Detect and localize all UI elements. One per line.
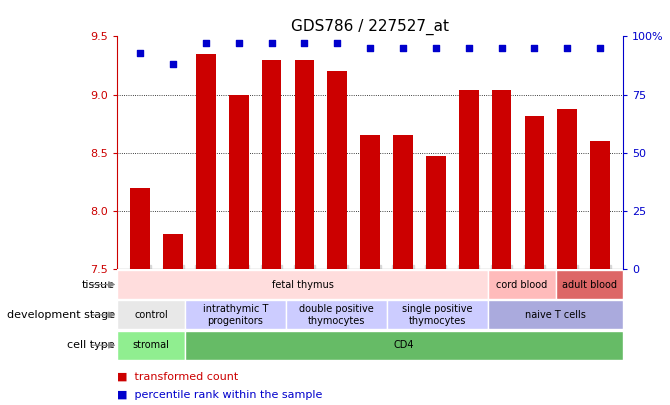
Bar	[426, 156, 446, 269]
Point	[135, 49, 145, 56]
Bar	[387, 301, 488, 330]
Text: cell type: cell type	[67, 340, 115, 350]
Text: intrathymic T
progenitors: intrathymic T progenitors	[202, 304, 268, 326]
Point	[529, 45, 540, 51]
Bar	[525, 116, 544, 269]
Text: ■  percentile rank within the sample: ■ percentile rank within the sample	[117, 390, 323, 400]
Bar	[163, 234, 183, 269]
Text: fetal thymus: fetal thymus	[272, 279, 334, 290]
Text: stromal: stromal	[133, 340, 170, 350]
Point	[595, 45, 606, 51]
Text: control: control	[134, 310, 168, 320]
Text: tissue: tissue	[82, 279, 115, 290]
Point	[431, 45, 442, 51]
Text: cord blood: cord blood	[496, 279, 547, 290]
Point	[168, 61, 178, 68]
Bar	[459, 90, 478, 269]
Bar	[117, 330, 185, 360]
Bar	[286, 301, 387, 330]
Text: CD4: CD4	[394, 340, 414, 350]
Bar	[117, 270, 488, 299]
Point	[398, 45, 409, 51]
Text: naive T cells: naive T cells	[525, 310, 586, 320]
Text: single positive
thymocytes: single positive thymocytes	[403, 304, 473, 326]
Bar	[555, 270, 623, 299]
Bar	[488, 270, 555, 299]
Title: GDS786 / 227527_at: GDS786 / 227527_at	[291, 19, 449, 35]
Text: double positive
thymocytes: double positive thymocytes	[299, 304, 374, 326]
Bar	[196, 54, 216, 269]
Text: ■  transformed count: ■ transformed count	[117, 372, 239, 382]
Bar	[590, 141, 610, 269]
Point	[562, 45, 573, 51]
Bar	[131, 188, 150, 269]
Point	[266, 40, 277, 47]
Point	[200, 40, 211, 47]
Bar	[393, 135, 413, 269]
Bar	[328, 71, 347, 269]
Text: development stage: development stage	[7, 310, 115, 320]
Bar	[229, 95, 249, 269]
Text: adult blood: adult blood	[562, 279, 617, 290]
Bar	[360, 135, 380, 269]
Bar	[295, 60, 314, 269]
Bar	[185, 330, 623, 360]
Point	[233, 40, 244, 47]
Point	[332, 40, 342, 47]
Bar	[557, 109, 577, 269]
Bar	[488, 301, 623, 330]
Point	[299, 40, 310, 47]
Point	[496, 45, 507, 51]
Bar	[492, 90, 511, 269]
Bar	[117, 301, 185, 330]
Point	[464, 45, 474, 51]
Bar	[185, 301, 286, 330]
Point	[365, 45, 376, 51]
Bar	[262, 60, 281, 269]
